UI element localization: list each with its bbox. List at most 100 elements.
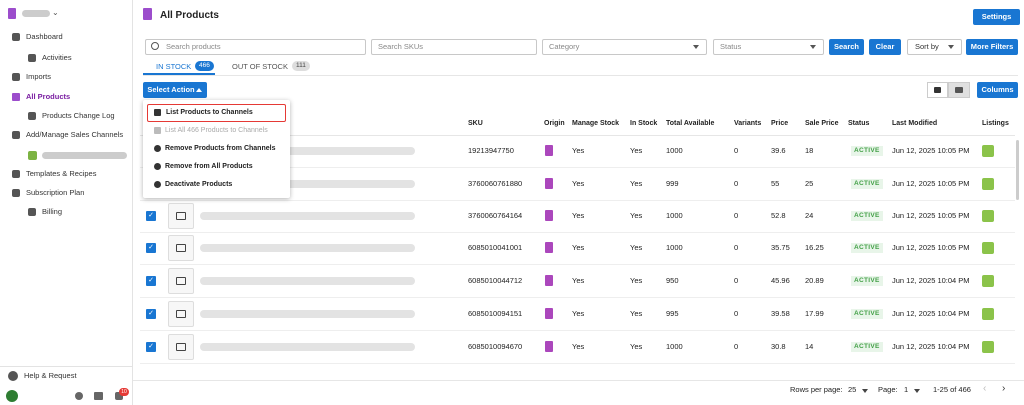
column-header: Origin	[544, 120, 565, 127]
logo	[8, 8, 16, 19]
listing-icon	[982, 242, 994, 254]
pagination-range: 1-25 of 466	[933, 385, 971, 394]
table-cell: Yes	[572, 243, 585, 252]
account-chevron[interactable]: ⌄	[52, 8, 59, 17]
action-menu	[143, 100, 290, 198]
product-name	[200, 180, 415, 188]
column-header: Price	[771, 120, 789, 127]
footer-bar	[133, 380, 1024, 405]
pagination-page-size[interactable]: 25	[848, 385, 857, 394]
menu-item[interactable]: Deactivate Products	[165, 181, 233, 188]
nav-item[interactable]: Products Change Log	[42, 111, 115, 120]
nav-item[interactable]: Subscription Plan	[26, 188, 85, 197]
status-badge: ACTIVE	[851, 146, 883, 156]
select-arrow	[948, 45, 954, 52]
next-page[interactable]: ›	[1002, 383, 1006, 394]
table-cell: Yes	[630, 211, 643, 220]
table-cell: Yes	[630, 146, 643, 155]
menu-item[interactable]: Remove from All Products	[165, 163, 253, 170]
column-header: Sale Price	[805, 120, 839, 127]
nav-item[interactable]: All Products	[26, 92, 71, 101]
table-cell: Jun 12, 2025 10:04 PM	[892, 342, 970, 351]
pagination-page[interactable]: 1	[904, 385, 909, 394]
prev-page[interactable]: ‹	[983, 383, 987, 394]
table-cell: Yes	[630, 276, 643, 285]
category-select[interactable]: Category	[542, 39, 707, 55]
row-checkbox[interactable]: ✓	[146, 211, 156, 221]
table-cell: 0	[734, 211, 739, 220]
search-input[interactable]: Search products	[145, 39, 366, 55]
select-arrow	[862, 389, 868, 396]
listing-icon	[982, 308, 994, 320]
row-checkbox[interactable]: ✓	[146, 243, 156, 253]
table-cell: 39.6	[771, 146, 786, 155]
avatar	[6, 390, 18, 402]
table-cell: 995	[666, 309, 679, 318]
row-divider	[140, 297, 1015, 298]
table-cell: 17.99	[805, 309, 824, 318]
status-select[interactable]: Status	[713, 39, 824, 55]
nav-item[interactable]: Dashboard	[26, 32, 63, 41]
search-button[interactable]: Search	[829, 39, 864, 55]
origin-icon	[545, 145, 553, 156]
table-cell: Yes	[572, 211, 585, 220]
table-cell: 6085010094670	[468, 342, 523, 351]
menu-item[interactable]: List Products to Channels	[147, 104, 286, 122]
columns-button[interactable]: Columns	[977, 82, 1018, 98]
table-cell: 6085010094151	[468, 309, 523, 318]
table-cell: 0	[734, 146, 739, 155]
listing-icon	[982, 275, 994, 287]
help-icon	[8, 371, 18, 381]
menu-item[interactable]: Remove Products from Channels	[165, 145, 276, 152]
settings-button[interactable]: Settings	[973, 9, 1020, 25]
scrollbar	[1016, 140, 1019, 200]
nav-item[interactable]: Activities	[42, 53, 72, 62]
clear-button[interactable]: Clear	[869, 39, 901, 55]
sku-input[interactable]: Search SKUs	[371, 39, 537, 55]
nav-item[interactable]: Add/Manage Sales Channels	[26, 130, 124, 139]
row-checkbox[interactable]: ✓	[146, 276, 156, 286]
tab[interactable]: OUT OF STOCK	[232, 62, 288, 71]
grid-icon	[934, 87, 941, 93]
channel-name	[42, 152, 127, 159]
table-cell: 16.25	[805, 243, 824, 252]
pagination-page-label: Page:	[878, 385, 898, 394]
sort-select[interactable]: Sort by	[907, 39, 962, 55]
nav-item[interactable]: Templates & Recipes	[26, 169, 97, 178]
status-badge: ACTIVE	[851, 243, 883, 253]
table-cell: Yes	[630, 342, 643, 351]
table-cell: Yes	[630, 179, 643, 188]
table-cell: 1000	[666, 342, 683, 351]
table-cell: 0	[734, 179, 739, 188]
image-icon	[176, 310, 186, 318]
image-icon	[176, 244, 186, 252]
row-checkbox[interactable]: ✓	[146, 309, 156, 319]
product-image	[168, 334, 194, 360]
nav-icon	[12, 170, 20, 178]
table-cell: 35.75	[771, 243, 790, 252]
table-cell: 6085010044712	[468, 276, 523, 285]
nav-item[interactable]: Billing	[42, 207, 63, 216]
table-cell: 0	[734, 309, 739, 318]
help-link[interactable]: Help & Request	[24, 371, 77, 380]
table-cell: 55	[771, 179, 780, 188]
table-cell: Jun 12, 2025 10:04 PM	[892, 276, 970, 285]
nav-icon	[12, 189, 20, 197]
product-image	[168, 268, 194, 294]
row-divider	[140, 330, 1015, 331]
tab-underline	[143, 73, 215, 75]
dropdown-arrow	[196, 85, 202, 92]
nav-item[interactable]: Imports	[26, 72, 52, 81]
row-divider	[140, 363, 1015, 364]
table-cell: 0	[734, 276, 739, 285]
listing-icon	[982, 341, 994, 353]
table-cell: 14	[805, 342, 814, 351]
table-cell: Yes	[572, 342, 585, 351]
table-cell: 1000	[666, 146, 683, 155]
more-filters-button[interactable]: More Filters	[966, 39, 1018, 55]
tab[interactable]: IN STOCK	[156, 62, 192, 71]
row-checkbox[interactable]: ✓	[146, 342, 156, 352]
status-badge: ACTIVE	[851, 211, 883, 221]
select-action-button[interactable]: Select Action	[143, 82, 207, 98]
